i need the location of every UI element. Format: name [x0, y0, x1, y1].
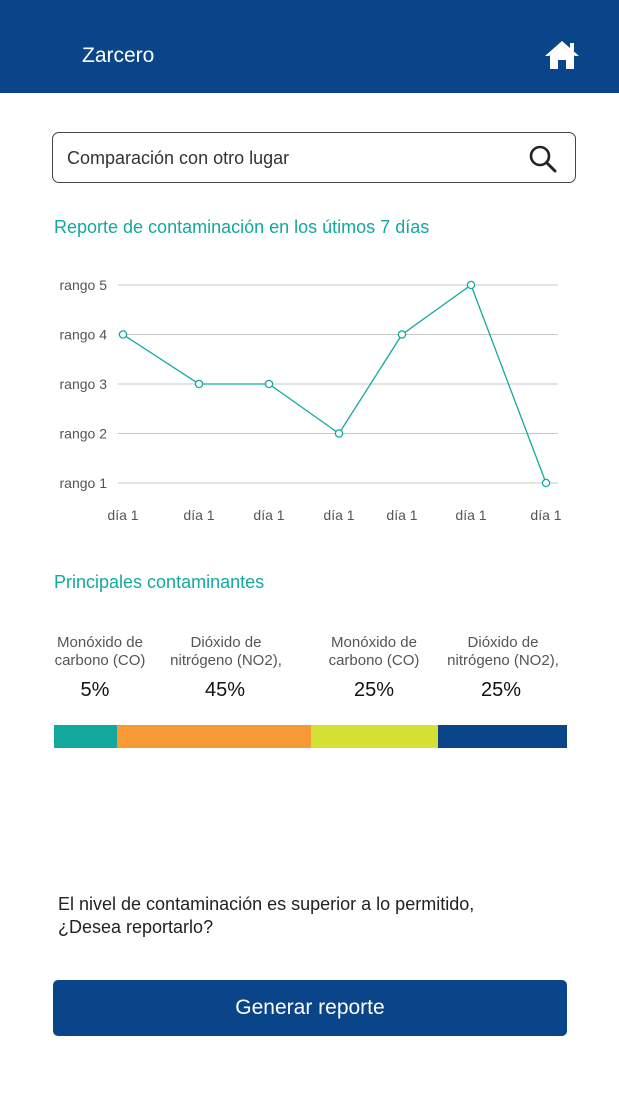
pollutant-label-line: nitrógeno (NO2),: [447, 652, 559, 669]
pollutant-label: Monóxido de carbono (CO): [304, 634, 444, 670]
home-icon[interactable]: [543, 38, 581, 72]
report-title: Reporte de contaminación en los útimos 7…: [54, 217, 430, 237]
search-icon[interactable]: [528, 144, 558, 174]
x-tick-label: día 1: [530, 507, 561, 523]
alert-message: El nivel de contaminación es superior a …: [58, 893, 568, 939]
pollutant-value: 25%: [480, 679, 522, 701]
y-tick-label: rango 1: [60, 475, 108, 491]
pollutant-label-line: Dióxido de: [467, 634, 539, 651]
y-tick-label: rango 2: [60, 426, 108, 442]
data-point: [118, 330, 128, 339]
x-tick-label: día 1: [107, 507, 138, 523]
pollutant-label: Dióxido de nitrógeno (NO2),: [156, 634, 296, 670]
pollutants-title: Principales contaminantes: [54, 572, 265, 592]
search-box[interactable]: [52, 132, 576, 183]
pollutant-label-line: Monóxido de: [57, 634, 143, 651]
search-input[interactable]: [67, 145, 507, 171]
y-tick-label: rango 5: [60, 277, 108, 293]
pollutant-label-line: carbono (CO): [54, 652, 146, 669]
pollutant-label-line: carbono (CO): [328, 652, 420, 669]
pollutant-bar-segment: [117, 725, 311, 748]
y-tick-label: rango 4: [60, 327, 108, 343]
y-tick-label: rango 3: [60, 376, 108, 392]
pollutant-bar-segment: [311, 725, 438, 748]
data-point: [466, 280, 476, 290]
data-point: [541, 478, 551, 488]
pollutant-value: 25%: [353, 679, 395, 701]
app-header: Zarcero: [0, 0, 619, 93]
x-tick-label: día 1: [253, 507, 284, 523]
alert-line-1: El nivel de contaminación es superior a …: [58, 894, 475, 914]
page-title: Zarcero: [82, 44, 155, 67]
pollutant-label: Dióxido de nitrógeno (NO2),: [433, 634, 573, 670]
pollutant-bar-segment: [438, 725, 567, 748]
x-tick-label: día 1: [386, 507, 417, 523]
x-tick-label: día 1: [455, 507, 486, 523]
pollution-line-chart: rango 1 rango 2 rango 3 rango 4 rango 5 día 1…: [60, 277, 562, 523]
pollutant-bar-segment: [54, 725, 117, 748]
x-tick-label: día 1: [183, 507, 214, 523]
data-point: [264, 379, 274, 389]
pollutant-value: 45%: [204, 679, 246, 701]
x-tick-label: día 1: [323, 507, 354, 523]
pollutant-label-line: Monóxido de: [331, 634, 417, 651]
pollutant-label-line: Dióxido de: [190, 634, 262, 651]
alert-line-2: ¿Desea reportarlo?: [58, 917, 214, 937]
data-point: [334, 429, 344, 438]
pollutant-label: Monóxido de carbono (CO): [30, 634, 170, 670]
pollutant-label-line: nitrógeno (NO2),: [170, 652, 282, 669]
data-point: [397, 330, 407, 339]
pollutant-value: 5%: [80, 679, 110, 701]
generate-report-button[interactable]: Generar reporte: [53, 980, 567, 1036]
data-point: [194, 379, 204, 389]
